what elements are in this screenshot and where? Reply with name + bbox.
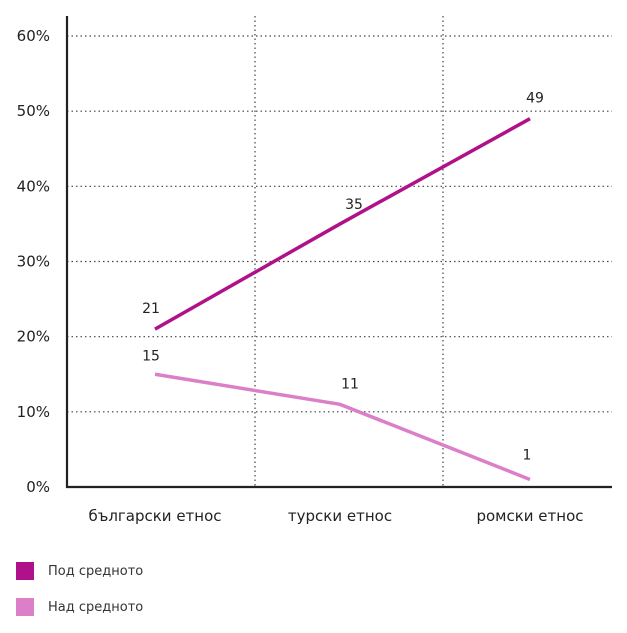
y-tick-label-10pct: 10% xyxy=(17,403,50,421)
legend-item-below-average: Под средното xyxy=(16,561,143,581)
legend-item-above-average: Над средното xyxy=(16,597,143,617)
data-label-above-average-1: 15 xyxy=(142,348,160,364)
series-line-below-average xyxy=(154,117,531,331)
legend-label-above-average: Над средното xyxy=(48,599,144,615)
legend-label-below-average: Под средното xyxy=(48,563,144,579)
data-label-above-average-2: 11 xyxy=(341,376,359,392)
legend-swatch-below-average xyxy=(16,562,34,580)
y-tick-label-50pct: 50% xyxy=(17,102,50,120)
data-label-below-average-1: 21 xyxy=(142,301,160,317)
line-chart: 0% 10% 20% 30% 40% 50% 60% български етнос турск… xyxy=(17,16,612,525)
data-label-below-average-3: 49 xyxy=(526,91,544,107)
data-label-below-average-2: 35 xyxy=(345,197,363,213)
grid-lines xyxy=(67,16,612,487)
series-line-above-average xyxy=(154,372,531,482)
y-tick-label-0pct: 0% xyxy=(26,478,50,496)
legend: Под средното Над средното xyxy=(16,561,143,633)
y-tick-label-20pct: 20% xyxy=(17,328,50,346)
chart-labels: 0% 10% 20% 30% 40% 50% 60% български етнос турск… xyxy=(17,27,584,525)
y-tick-label-30pct: 30% xyxy=(17,253,50,271)
y-tick-label-60pct: 60% xyxy=(17,27,50,45)
series-lines xyxy=(154,117,531,482)
legend-swatch-above-average xyxy=(16,598,34,616)
x-tick-label-2: турски етнос xyxy=(288,507,392,525)
y-tick-label-40pct: 40% xyxy=(17,177,50,195)
x-tick-label-3: ромски етнос xyxy=(476,507,583,525)
data-label-above-average-3: 1 xyxy=(523,447,532,463)
x-tick-label-1: български етнос xyxy=(88,507,221,525)
axes xyxy=(65,16,612,489)
